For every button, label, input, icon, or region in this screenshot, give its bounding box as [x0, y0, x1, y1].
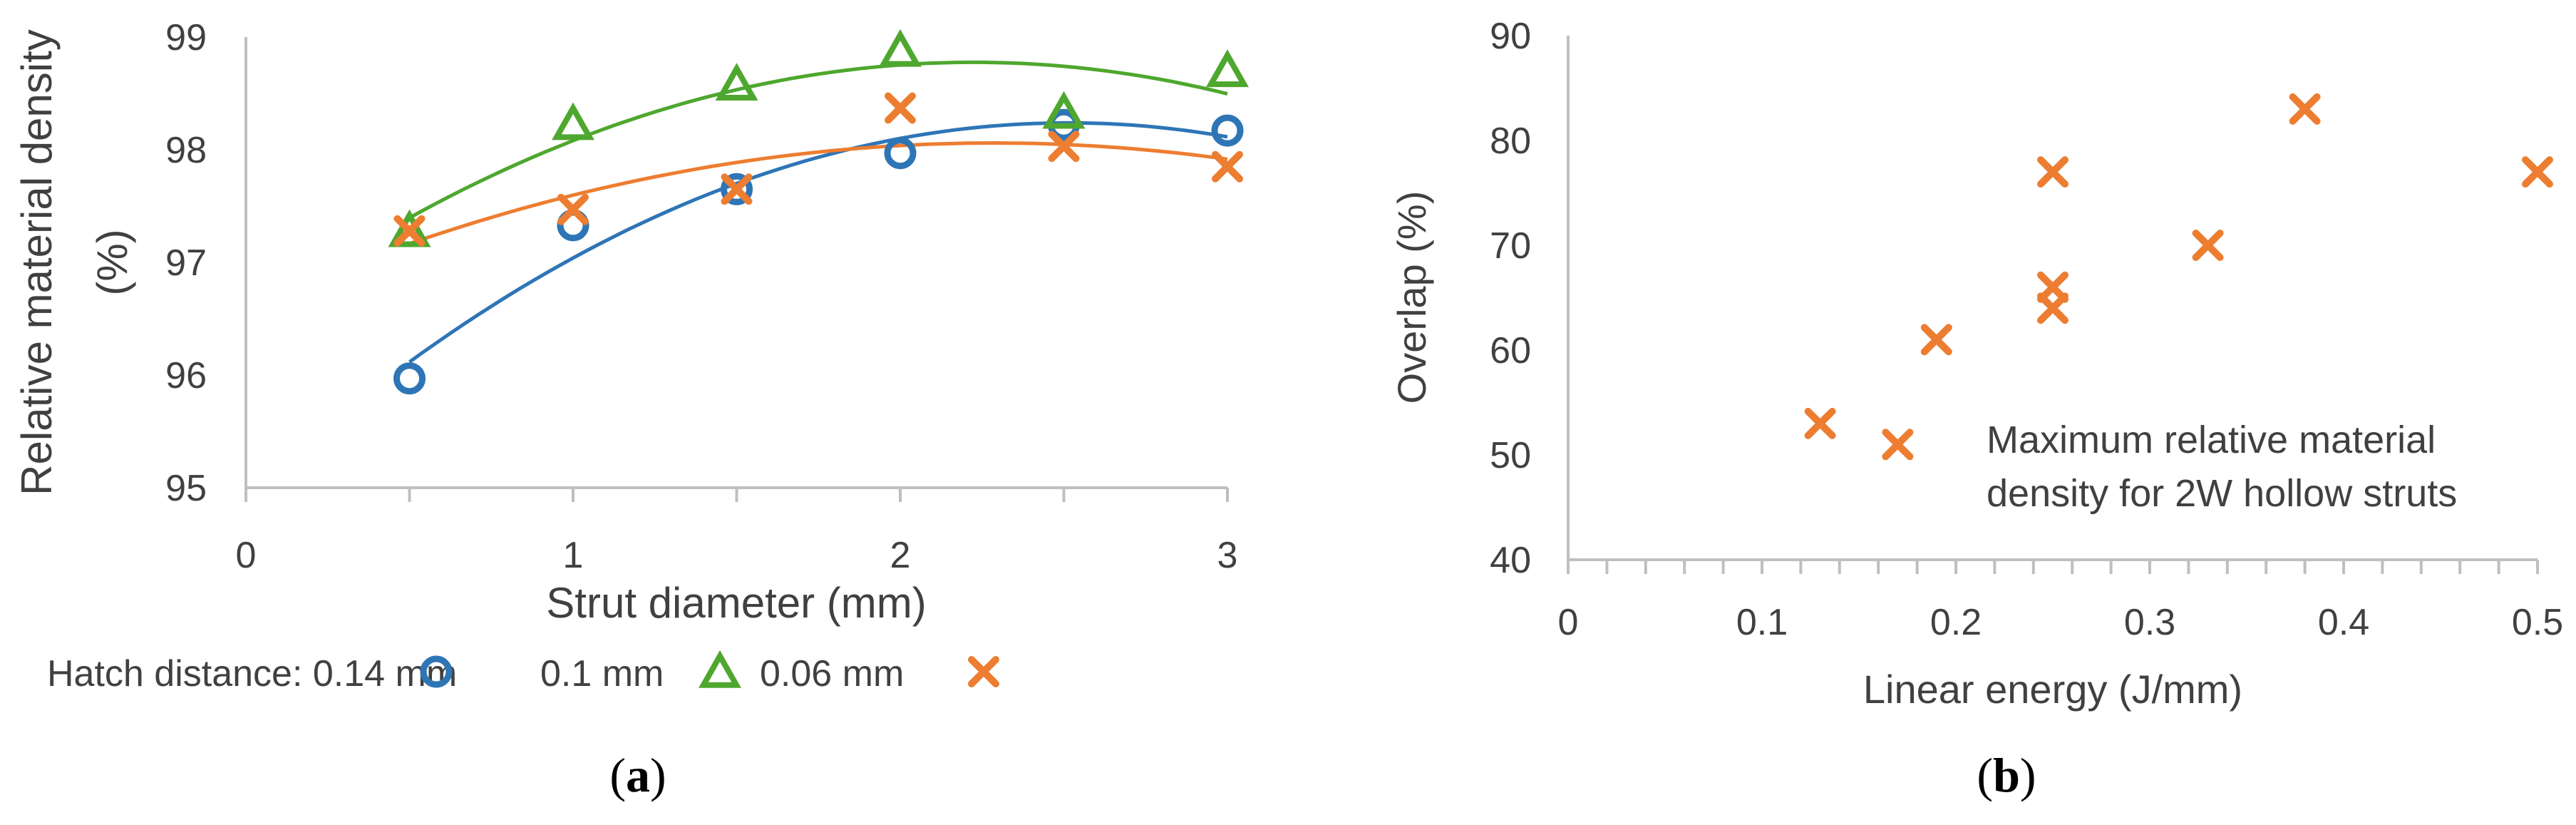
chart-b-annotation-line2: density for 2W hollow struts: [1987, 472, 2457, 515]
chart-b-xlabel: Linear energy (J/mm): [1863, 667, 2242, 712]
chart-b-ytick-label: 40: [1490, 540, 1531, 581]
trendline-series-2: [408, 60, 1228, 220]
chart-b-ytick-label: 80: [1490, 121, 1531, 162]
panel-label-b: (b): [1977, 748, 2036, 802]
point-series-2: [715, 63, 758, 101]
trendline-series-3: [408, 140, 1228, 246]
chart-a-ylabel-line2: (%): [88, 229, 136, 295]
chart-b-annotation-line1: Maximum relative material: [1987, 419, 2436, 461]
chart-b-xtick-label: 0.5: [2512, 602, 2563, 643]
point-series-3: [1048, 130, 1080, 163]
legend-prefix: Hatch distance: 0.14 mm: [47, 653, 457, 695]
point-overlap: [2037, 156, 2068, 188]
panel-label-a: (a): [609, 748, 666, 802]
chart-b-xtick-label: 0.2: [1930, 602, 1982, 643]
chart-a-ytick-label: 95: [165, 468, 207, 509]
legend-marker-series-1: [420, 655, 453, 688]
point-series-2: [879, 29, 922, 67]
chart-a-ylabel-line1: Relative material density: [13, 29, 61, 496]
chart-a-ytick-label: 99: [165, 17, 207, 58]
legend-label-series-3: 0.06 mm: [760, 653, 904, 695]
chart-b-ytick-label: 90: [1490, 16, 1531, 57]
point-series-2: [1206, 49, 1249, 88]
point-series-3: [557, 193, 589, 225]
chart-a-xtick-label: 1: [563, 535, 584, 576]
chart-b-ytick-label: 70: [1490, 225, 1531, 267]
point-overlap: [1804, 407, 1836, 439]
point-series-2: [388, 209, 431, 247]
point-series-1: [721, 173, 753, 205]
chart-a-ytick-label: 96: [165, 355, 207, 396]
chart-b-ylabel: Overlap (%): [1389, 191, 1434, 404]
chart-b-xtick-label: 0: [1558, 602, 1579, 643]
point-series-2: [1042, 91, 1086, 129]
point-series-3: [1212, 150, 1243, 183]
chart-a: 0 1 2 3 95 96 97 98 99 Strut diameter (mm) Rela…: [13, 17, 1249, 802]
point-overlap: [2289, 93, 2321, 125]
chart-a-xtick-label: 3: [1217, 535, 1238, 576]
chart-a-legend: Hatch distance: 0.14 mm 0.1 mm 0.06 mm: [47, 650, 999, 695]
legend-marker-series-2: [699, 650, 741, 688]
trendline-series-1: [408, 121, 1228, 364]
point-overlap: [2522, 156, 2553, 188]
chart-a-xlabel: Strut diameter (mm): [546, 579, 926, 627]
chart-a-ytick-label: 97: [165, 242, 207, 284]
point-series-2: [552, 102, 594, 140]
point-series-1: [393, 362, 426, 395]
chart-a-xtick-label: 0: [236, 535, 257, 576]
legend-label-series-2: 0.1 mm: [540, 653, 664, 695]
point-series-3: [885, 92, 916, 124]
point-series-1: [884, 137, 917, 170]
point-series-3: [721, 173, 753, 205]
chart-b-xtick-label: 0.4: [2318, 602, 2369, 643]
chart-a-ytick-label: 98: [165, 130, 207, 171]
chart-a-xtick-label: 2: [890, 535, 911, 576]
chart-b-ytick-label: 50: [1490, 435, 1531, 476]
chart-b: 0 0.1 0.2 0.3 0.4 0.5 40 50 60 70 80 90 Linear ene…: [1389, 16, 2563, 802]
chart-b-ytick-label: 60: [1490, 330, 1531, 371]
point-overlap: [1920, 324, 1952, 356]
point-overlap: [2037, 292, 2068, 324]
chart-b-xtick-label: 0.1: [1736, 602, 1788, 643]
point-series-1: [1211, 114, 1244, 147]
point-overlap: [2192, 230, 2224, 261]
legend-marker-series-3: [968, 656, 999, 687]
chart-b-xtick-label: 0.3: [2124, 602, 2175, 643]
point-series-3: [393, 215, 426, 247]
point-overlap: [1882, 429, 1914, 461]
